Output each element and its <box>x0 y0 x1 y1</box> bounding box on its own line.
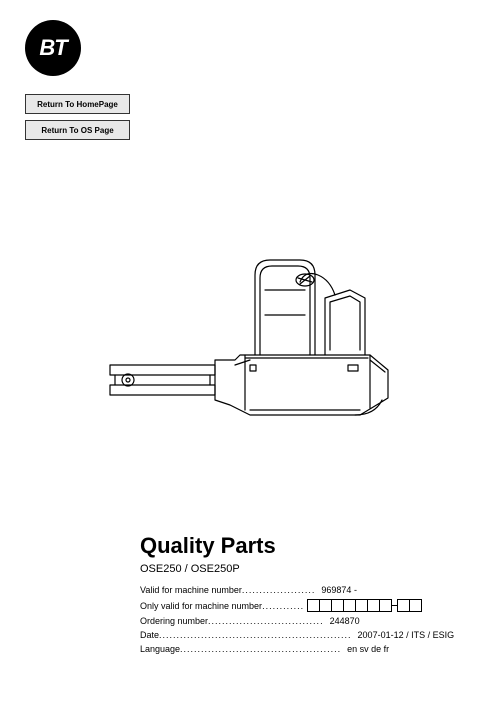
dots: ............ <box>262 601 304 611</box>
date-value: 2007-01-12 / ITS / ESIG <box>352 630 455 640</box>
ordering-number-label: Ordering number <box>140 616 208 626</box>
language-row: Language ...............................… <box>140 644 475 654</box>
only-valid-machine-row: Only valid for machine number ..........… <box>140 599 475 612</box>
dots: ........................................… <box>159 630 352 640</box>
ordering-number-row: Ordering number ........................… <box>140 616 475 626</box>
language-value: en sv de fr <box>341 644 389 654</box>
logo-text: BT <box>39 35 66 61</box>
valid-machine-value: 969874 - <box>315 585 357 595</box>
dots: ................................. <box>208 616 324 626</box>
serial-box <box>409 599 422 612</box>
forklift-illustration <box>100 220 420 430</box>
dots: ........................................… <box>180 644 341 654</box>
page-title: Quality Parts <box>140 533 475 559</box>
model-subtitle: OSE250 / OSE250P <box>140 563 475 575</box>
serial-box <box>379 599 392 612</box>
only-valid-machine-label: Only valid for machine number <box>140 601 262 611</box>
date-label: Date <box>140 630 159 640</box>
nav-button-group: Return To HomePage Return To OS Page <box>25 94 475 140</box>
document-info-block: Quality Parts OSE250 / OSE250P Valid for… <box>140 533 475 658</box>
bt-logo: BT <box>25 20 81 76</box>
return-homepage-button[interactable]: Return To HomePage <box>25 94 130 114</box>
ordering-number-value: 244870 <box>324 616 360 626</box>
language-label: Language <box>140 644 180 654</box>
valid-machine-label: Valid for machine number <box>140 585 242 595</box>
dots: ..................... <box>242 585 316 595</box>
return-ospage-button[interactable]: Return To OS Page <box>25 120 130 140</box>
serial-boxes <box>308 599 422 612</box>
date-row: Date ...................................… <box>140 630 475 640</box>
valid-machine-row: Valid for machine number ...............… <box>140 585 475 595</box>
